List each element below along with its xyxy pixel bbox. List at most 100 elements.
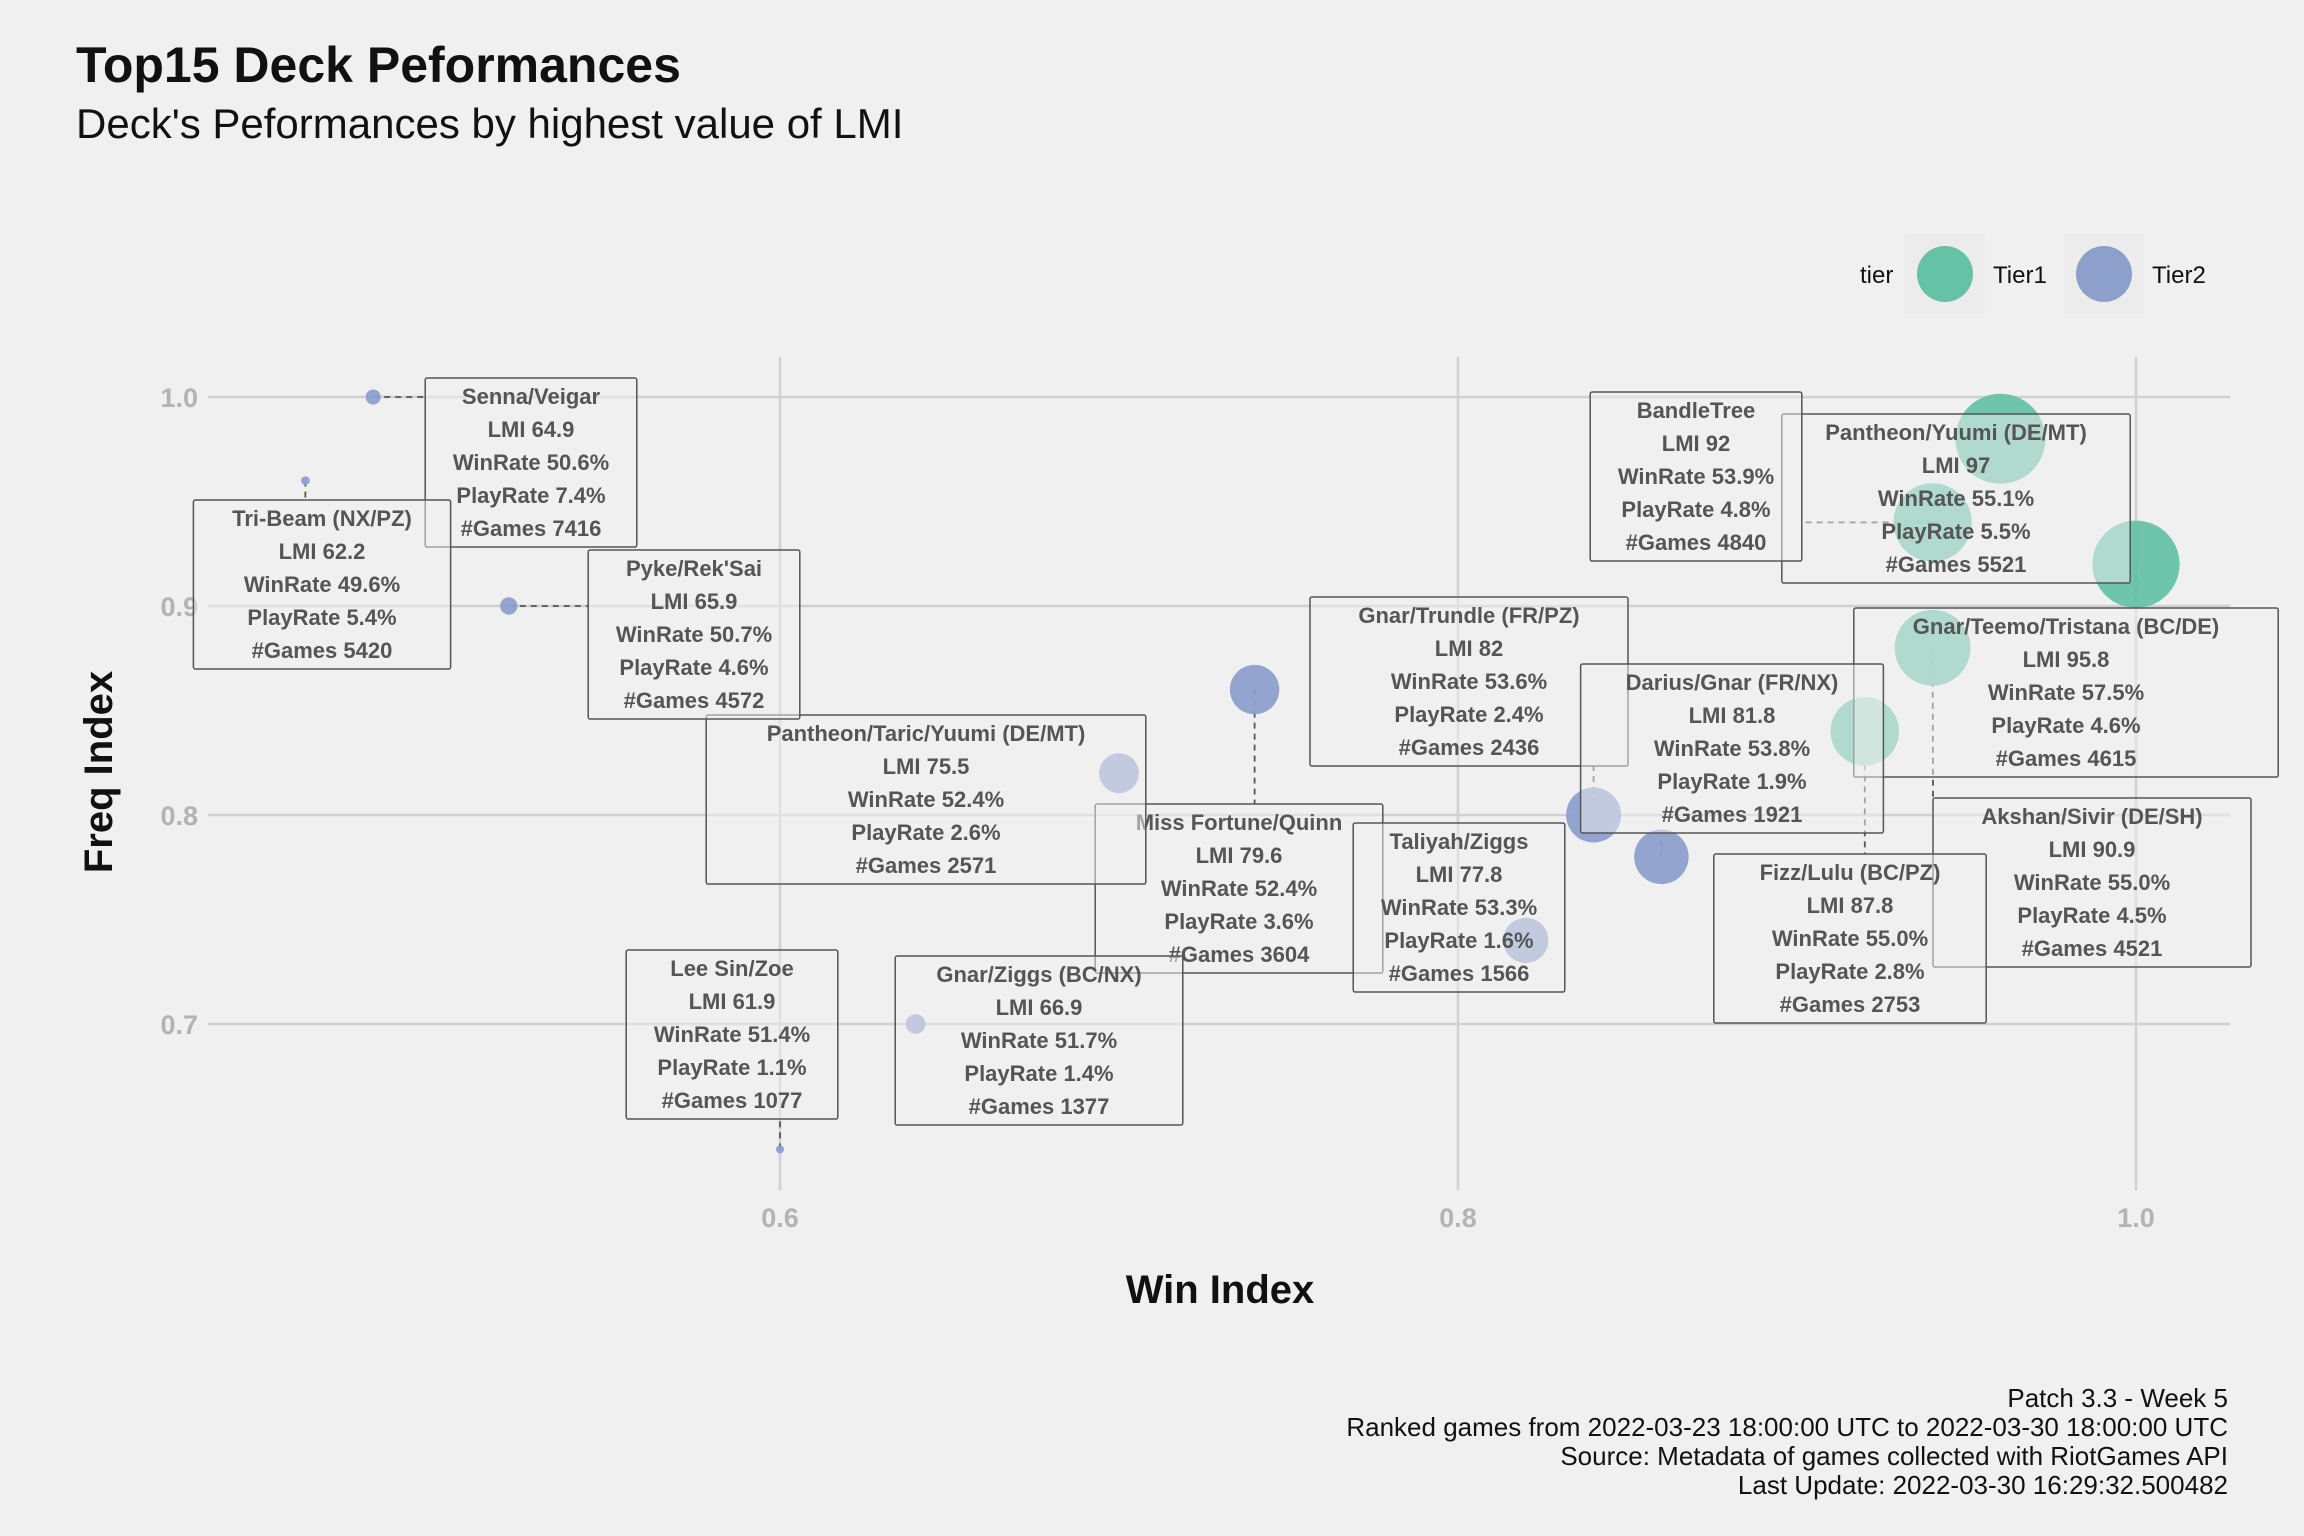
label-line: #Games 1077 <box>662 1088 803 1113</box>
label-line: WinRate 53.9% <box>1618 464 1774 489</box>
label-line: PlayRate 1.1% <box>657 1055 806 1080</box>
label-line: PlayRate 5.4% <box>247 605 396 630</box>
data-point <box>365 389 381 405</box>
label-line: PlayRate 2.8% <box>1775 959 1924 984</box>
label-line: LMI 97 <box>1922 453 1990 478</box>
label-line: Tri-Beam (NX/PZ) <box>232 506 412 531</box>
label-line: WinRate 55.0% <box>1772 926 1928 951</box>
label-line: WinRate 55.0% <box>2014 870 2170 895</box>
y-tick-label: 0.9 <box>160 592 198 622</box>
label-line: LMI 92 <box>1662 431 1730 456</box>
legend-title: tier <box>1860 262 1893 289</box>
label-box <box>1713 853 1987 1024</box>
data-label: Miss Fortune/Quinn LMI 79.6 WinRate 52.4% P… <box>1094 803 1384 974</box>
label-line: PlayRate 7.4% <box>456 483 605 508</box>
chart-subtitle: Deck's Peformances by highest value of L… <box>76 100 904 147</box>
data-label: Gnar/Ziggs (BC/NX) LMI 66.9 WinRate 51.7% P… <box>894 955 1184 1126</box>
label-line: Pantheon/Taric/Yuumi (DE/MT) <box>767 721 1086 746</box>
label-line: Akshan/Sivir (DE/SH) <box>1981 804 2202 829</box>
label-line: Miss Fortune/Quinn <box>1136 810 1343 835</box>
label-line: WinRate 53.6% <box>1391 669 1547 694</box>
label-line: PlayRate 4.8% <box>1621 497 1770 522</box>
x-axis-label: Win Index <box>1126 1268 1315 1312</box>
label-line: #Games 2436 <box>1399 735 1540 760</box>
label-line: LMI 81.8 <box>1689 703 1776 728</box>
label-line: Senna/Veigar <box>462 384 601 409</box>
label-line: WinRate 52.4% <box>848 787 1004 812</box>
label-line: LMI 75.5 <box>883 754 970 779</box>
label-line: #Games 2571 <box>856 853 997 878</box>
label-line: Darius/Gnar (FR/NX) <box>1626 670 1839 695</box>
label-line: LMI 65.9 <box>651 589 738 614</box>
data-label: BandleTree LMI 92 WinRate 53.9% PlayRate 4.… <box>1589 391 1803 562</box>
chart-caption: Patch 3.3 - Week 5 Ranked games from 202… <box>1346 1384 2228 1500</box>
data-point <box>1229 664 1280 715</box>
label-line: Gnar/Trundle (FR/PZ) <box>1358 603 1579 628</box>
caption-line: Last Update: 2022-03-30 16:29:32.500482 <box>1737 1470 2228 1500</box>
label-line: WinRate 51.7% <box>961 1028 1117 1053</box>
y-tick-label: 0.8 <box>160 801 198 831</box>
label-line: LMI 95.8 <box>2023 647 2110 672</box>
label-line: #Games 4615 <box>1996 746 2137 771</box>
data-label: Pyke/Rek'Sai LMI 65.9 WinRate 50.7% PlayRat… <box>587 549 801 720</box>
y-tick-label: 1.0 <box>160 383 198 413</box>
label-line: PlayRate 2.4% <box>1394 702 1543 727</box>
label-line: LMI 66.9 <box>996 995 1083 1020</box>
data-point <box>775 1145 785 1154</box>
caption-line: Patch 3.3 - Week 5 <box>2007 1383 2228 1413</box>
legend-label: Tier1 <box>1993 262 2047 289</box>
data-label: Pantheon/Yuumi (DE/MT) LMI 97 WinRate 55.1… <box>1781 413 2131 584</box>
legend-swatch <box>1917 246 1973 302</box>
label-line: WinRate 57.5% <box>1988 680 2144 705</box>
label-line: #Games 5521 <box>1886 552 2027 577</box>
legend-label: Tier2 <box>2152 262 2206 289</box>
label-line: #Games 5420 <box>252 638 393 663</box>
label-box <box>587 549 801 720</box>
label-line: Gnar/Teemo/Tristana (BC/DE) <box>1913 614 2219 639</box>
label-line: Fizz/Lulu (BC/PZ) <box>1760 860 1941 885</box>
label-box <box>705 714 1147 885</box>
label-box <box>424 377 638 548</box>
label-line: PlayRate 5.5% <box>1881 519 2030 544</box>
label-line: Pantheon/Yuumi (DE/MT) <box>1825 420 2087 445</box>
label-line: WinRate 51.4% <box>654 1022 810 1047</box>
y-axis-label: Freq Index <box>77 671 121 873</box>
label-line: WinRate 52.4% <box>1161 876 1317 901</box>
label-line: LMI 90.9 <box>2049 837 2136 862</box>
label-box <box>894 955 1184 1126</box>
axis-ticks: 0.6 0.8 1.0 0.7 0.8 0.9 1.0 <box>160 383 2154 1233</box>
label-box <box>1579 663 1885 834</box>
label-line: Pyke/Rek'Sai <box>626 556 762 581</box>
data-point <box>1634 829 1689 885</box>
label-line: BandleTree <box>1637 398 1756 423</box>
x-tick-label: 0.6 <box>761 1203 799 1233</box>
label-box <box>1352 822 1566 993</box>
label-line: PlayRate 2.6% <box>851 820 1000 845</box>
label-line: #Games 3604 <box>1169 942 1310 967</box>
label-box <box>625 949 839 1120</box>
label-line: LMI 79.6 <box>1196 843 1283 868</box>
data-label: Gnar/Trundle (FR/PZ) LMI 82 WinRate 53.6% P… <box>1309 596 1629 767</box>
label-line: LMI 61.9 <box>689 989 776 1014</box>
label-line: PlayRate 3.6% <box>1164 909 1313 934</box>
data-label: Taliyah/Ziggs LMI 77.8 WinRate 53.3% PlayRa… <box>1352 822 1566 993</box>
data-label: Lee Sin/Zoe LMI 61.9 WinRate 51.4% PlayRate… <box>625 949 839 1120</box>
label-line: LMI 64.9 <box>488 417 575 442</box>
label-line: Taliyah/Ziggs <box>1390 829 1529 854</box>
label-line: WinRate 53.3% <box>1381 895 1537 920</box>
label-line: PlayRate 4.6% <box>1991 713 2140 738</box>
chart-title: Top15 Deck Peformances <box>76 37 681 93</box>
data-label: Tri-Beam (NX/PZ) LMI 62.2 WinRate 49.6% Pla… <box>192 499 452 670</box>
label-line: PlayRate 1.6% <box>1384 928 1533 953</box>
label-line: #Games 1566 <box>1389 961 1530 986</box>
data-label: Gnar/Teemo/Tristana (BC/DE) LMI 95.8 WinRa… <box>1853 607 2279 778</box>
label-line: WinRate 50.6% <box>453 450 609 475</box>
label-line: Lee Sin/Zoe <box>670 956 793 981</box>
data-label: Pantheon/Taric/Yuumi (DE/MT) LMI 75.5 WinR… <box>705 714 1147 885</box>
legend-swatch <box>2076 246 2132 302</box>
label-line: PlayRate 1.4% <box>964 1061 1113 1086</box>
label-line: #Games 2753 <box>1780 992 1921 1017</box>
label-line: LMI 82 <box>1435 636 1503 661</box>
data-label: Senna/Veigar LMI 64.9 WinRate 50.6% PlayRat… <box>424 377 638 548</box>
